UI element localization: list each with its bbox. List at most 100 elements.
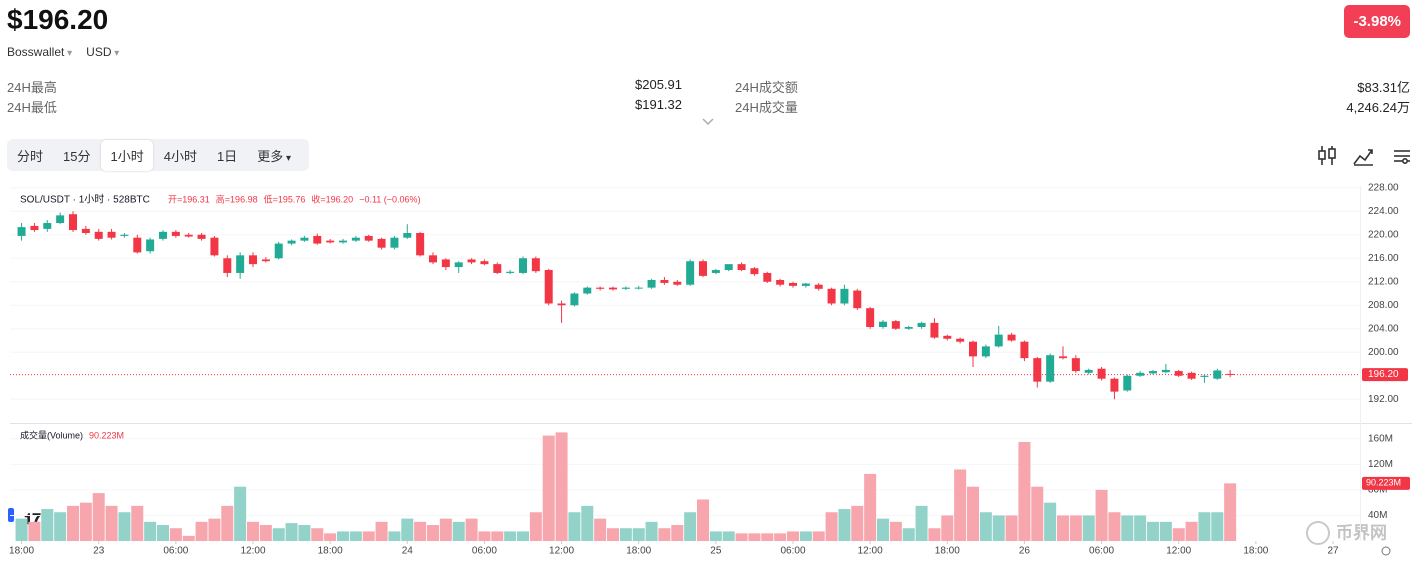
volume-bar <box>1031 486 1044 541</box>
indicator-icon[interactable] <box>1318 146 1336 165</box>
candle-body <box>1200 375 1209 377</box>
volume-bar <box>799 531 812 541</box>
candle-body <box>609 287 617 290</box>
x-tick-label: 06:00 <box>1089 546 1114 557</box>
volume-bar <box>774 533 787 541</box>
candle-body <box>544 270 553 304</box>
stat-label: 24H成交量 <box>735 100 798 115</box>
time-settings[interactable] <box>1381 546 1391 556</box>
volume-bar <box>671 525 684 541</box>
candle-body <box>879 321 887 327</box>
candle-body <box>300 237 309 241</box>
interval-tab[interactable]: 15分 <box>63 148 91 164</box>
volume-bar <box>1108 512 1121 541</box>
volume-bar <box>118 512 131 541</box>
interval-tab[interactable]: 4小时 <box>163 148 197 164</box>
stat-value: $191.32 <box>635 97 682 112</box>
volume-bar <box>941 515 954 541</box>
x-tick-label: 18:00 <box>626 546 651 557</box>
candle-body <box>120 234 129 236</box>
volume-bar <box>1172 528 1185 541</box>
volume-bar <box>1198 512 1211 541</box>
ohlc-legend: 低=195.76 <box>264 193 306 204</box>
x-tick-label: 12:00 <box>240 546 265 557</box>
candle-body <box>1161 369 1170 373</box>
interval-tab[interactable]: 分时 <box>17 148 44 164</box>
candle-body <box>596 287 605 289</box>
volume-bar <box>594 518 607 541</box>
expand-chevron[interactable] <box>701 117 715 127</box>
candle-body <box>904 327 913 329</box>
currency-select[interactable]: USD <box>86 45 119 59</box>
candle-body <box>171 231 180 236</box>
chart-title: SOL/USDT · 1小时 · 528BTC <box>20 194 150 206</box>
candle-body <box>1149 371 1157 374</box>
candle-body <box>621 287 630 289</box>
candle-body <box>197 234 206 239</box>
candle-body <box>917 322 926 327</box>
volume-bar <box>465 518 478 541</box>
volume-bar <box>1147 521 1159 541</box>
stat-label: 24H最高 <box>7 80 57 95</box>
volume-bar <box>838 509 851 541</box>
volume-bar <box>607 528 619 541</box>
volume-bar <box>144 521 157 541</box>
y-tick-label: 80M <box>1368 485 1387 496</box>
y-tick-label: 208.00 <box>1368 300 1399 311</box>
candle-body <box>840 288 849 304</box>
volume-bar <box>414 521 427 541</box>
y-tick-label: 228.00 <box>1368 182 1399 193</box>
candle-body <box>699 261 707 276</box>
volume-legend-value: 90.223M <box>89 430 124 440</box>
candle-body <box>210 237 219 256</box>
volume-bar <box>337 531 349 541</box>
source-select[interactable]: Bosswallet <box>7 45 72 59</box>
x-tick-label: 18:00 <box>1243 546 1268 557</box>
volume-bar <box>157 525 169 541</box>
candle-body <box>1059 356 1067 359</box>
volume-bar <box>619 528 632 541</box>
interval-tabs: 分时 15分 1小时 4小时 1日 更多 <box>7 139 309 171</box>
volume-bar <box>247 521 259 541</box>
chart-type-icon[interactable] <box>1353 149 1373 166</box>
watermark: 币界网 <box>1306 521 1387 545</box>
volume-bar <box>1082 515 1095 541</box>
interval-tab[interactable]: 1小时 <box>101 139 153 171</box>
candle-body <box>364 235 373 241</box>
candle-body <box>750 268 759 275</box>
candle-body <box>1097 368 1106 379</box>
price: $196.20 <box>7 4 109 35</box>
volume-bar <box>221 505 234 541</box>
volume-bar <box>761 533 774 541</box>
volume-bar <box>195 521 208 541</box>
candle-body <box>17 227 26 236</box>
y-tick-label: 160M <box>1368 433 1393 444</box>
candle-body <box>146 239 155 252</box>
volume-badge-label: 90.223M <box>1366 478 1401 488</box>
x-tick-label: 06:00 <box>780 546 805 557</box>
ohlc-legend: 收=196.20 <box>311 193 353 204</box>
volume-bar <box>954 469 967 541</box>
settings-icon[interactable] <box>1394 150 1410 165</box>
volume-bar <box>568 512 581 541</box>
candle-body <box>1110 378 1119 392</box>
candle-body <box>1071 358 1080 372</box>
volume-bar <box>272 528 285 541</box>
candle-body <box>557 303 566 306</box>
candle-body <box>776 280 785 285</box>
volume-bar <box>902 528 915 541</box>
interval-tab[interactable]: 更多 <box>248 140 300 171</box>
candle-body <box>724 264 733 271</box>
last-price-badge <box>1362 368 1408 382</box>
volume-bar <box>1134 515 1147 541</box>
volume-bar <box>427 525 439 541</box>
volume-bar <box>632 528 645 541</box>
volume-bar <box>915 505 928 541</box>
candle-body <box>647 280 656 288</box>
volume-bar <box>182 535 195 541</box>
candle-body <box>583 287 592 294</box>
candle-body <box>107 231 116 238</box>
volume-bar <box>555 432 568 541</box>
interval-tab[interactable]: 1日 <box>216 148 238 164</box>
volume-bar <box>1018 441 1031 541</box>
